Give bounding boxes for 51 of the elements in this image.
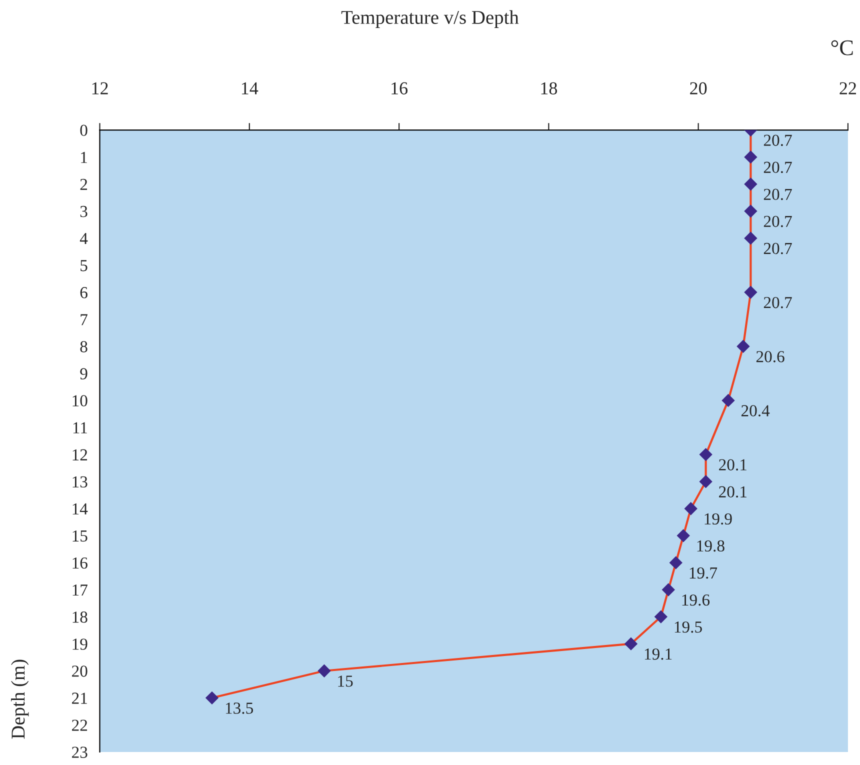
x-tick-label: 14 — [242, 82, 258, 94]
y-tick-label: 16 — [72, 557, 88, 569]
data-label: 15 — [338, 676, 353, 687]
y-tick-label: 7 — [80, 314, 88, 326]
data-label: 20.7 — [764, 216, 792, 228]
x-tick-label: 12 — [92, 82, 108, 94]
data-label: 20.4 — [741, 405, 770, 416]
data-label: 20.7 — [764, 134, 792, 146]
y-tick-label: 17 — [72, 584, 88, 596]
y-tick-label: 18 — [72, 611, 88, 623]
x-tick-label: 22 — [840, 82, 856, 94]
data-label: 20.7 — [764, 242, 792, 254]
y-tick-label: 9 — [80, 368, 88, 380]
data-label: 20.7 — [764, 162, 792, 174]
data-label: 20.6 — [756, 351, 784, 362]
data-label: 19.1 — [644, 648, 672, 660]
y-tick-label: 19 — [72, 638, 88, 650]
data-label: 19.8 — [697, 540, 724, 552]
y-tick-label: 4 — [80, 233, 88, 244]
y-tick-label: 22 — [72, 720, 88, 731]
y-tick-label: 1 — [81, 152, 87, 163]
data-label: 19.6 — [682, 594, 710, 606]
data-label: 20.1 — [719, 459, 746, 471]
x-tick-label: 16 — [392, 82, 408, 94]
y-tick-label: 11 — [73, 422, 87, 434]
y-tick-label: 6 — [80, 287, 88, 298]
y-tick-label: 10 — [72, 395, 88, 406]
y-tick-label: 20 — [72, 666, 88, 677]
data-label: 19.7 — [690, 567, 718, 579]
y-tick-label: 15 — [72, 530, 88, 542]
data-label: 20.7 — [764, 296, 792, 308]
y-tick-label: 3 — [80, 206, 88, 218]
y-axis-title: Depth (m) — [11, 660, 29, 739]
x-tick-label: 18 — [541, 82, 558, 94]
y-tick-label: 14 — [72, 503, 88, 514]
y-tick-label: 5 — [80, 260, 88, 272]
y-tick-label: 8 — [80, 341, 88, 352]
data-label: 19.5 — [674, 621, 702, 633]
data-label: 20.1 — [719, 486, 746, 498]
y-tick-label: 21 — [72, 692, 87, 704]
chart-title: Temperature v/s Depth — [341, 10, 519, 28]
data-label: 13.5 — [226, 702, 254, 714]
x-tick-label: 20 — [690, 82, 707, 94]
data-label: 19.9 — [704, 513, 732, 525]
data-label: 20.7 — [764, 188, 792, 200]
x-axis-title: °C — [831, 40, 853, 56]
y-tick-label: 0 — [80, 124, 88, 136]
y-tick-label: 23 — [72, 746, 88, 758]
y-tick-label: 2 — [80, 178, 88, 190]
y-tick-label: 12 — [72, 449, 88, 460]
y-tick-label: 13 — [72, 476, 88, 488]
